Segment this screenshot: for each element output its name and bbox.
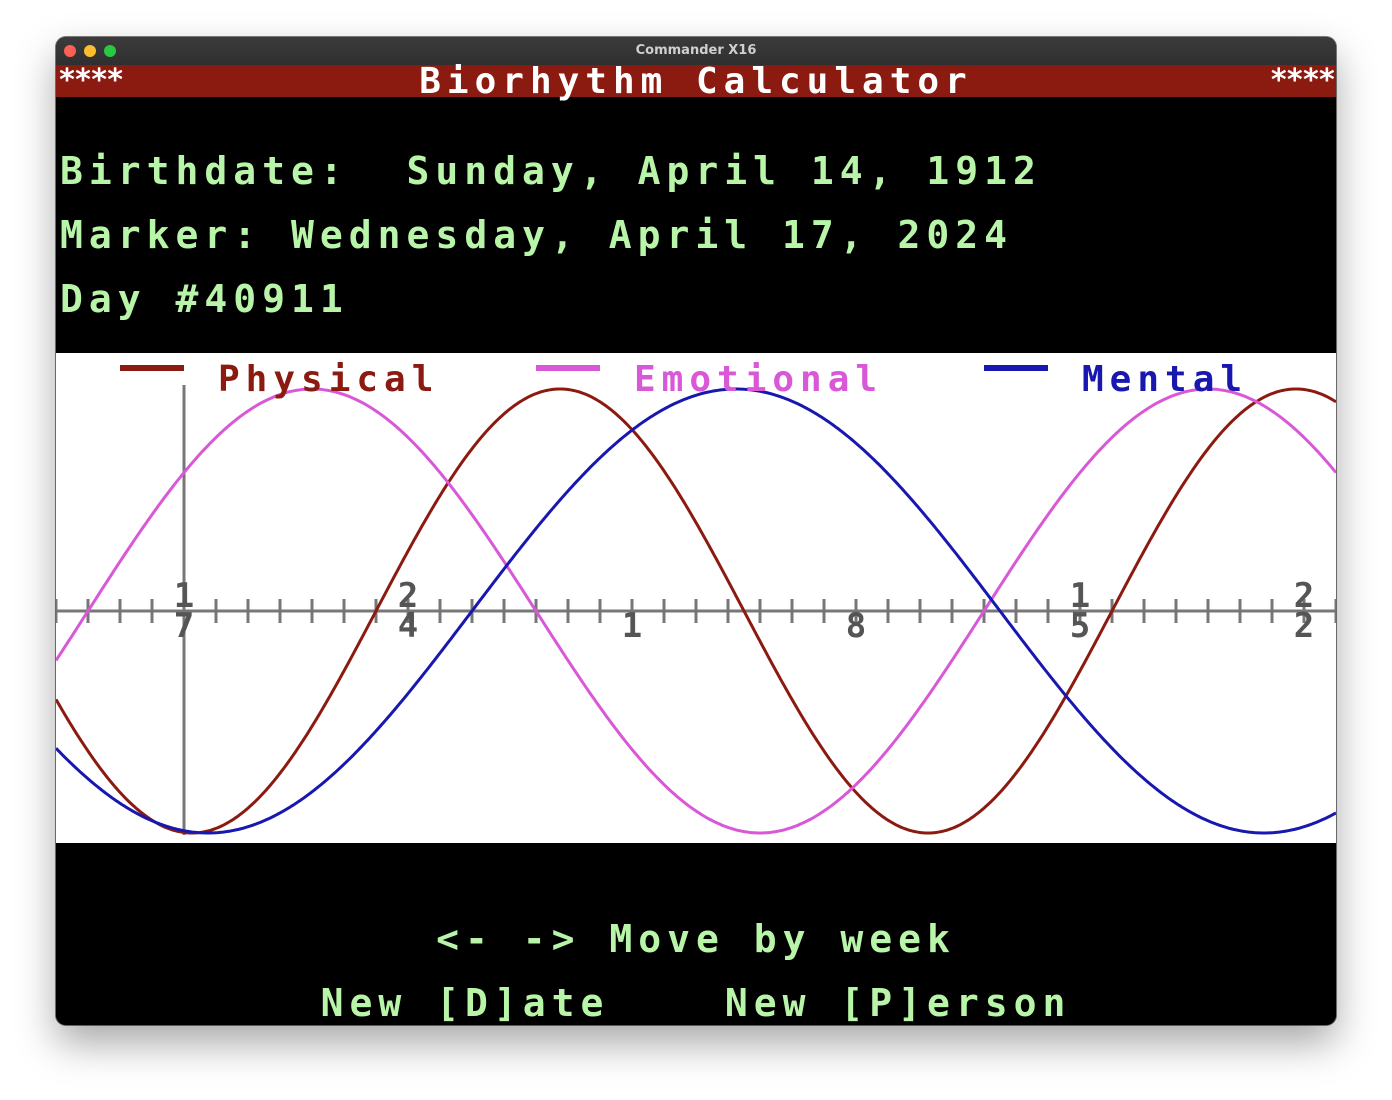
- window-title: Commander X16: [635, 43, 757, 58]
- birthdate-value: Sunday, April 14, 1912: [406, 149, 1042, 193]
- emulator-window: Commander X16 **** Biorhythm Calculator …: [56, 37, 1336, 1025]
- tick-label-top: 1: [174, 576, 194, 616]
- curve-emotional: [56, 387, 1336, 835]
- curve-mental: [56, 387, 1336, 835]
- menu-options: New [D]ate New [P]erson: [56, 981, 1336, 1025]
- tick-label-bottom: 7: [174, 606, 194, 646]
- title-banner: **** Biorhythm Calculator ****: [56, 61, 1336, 102]
- legend-swatch-physical: [120, 365, 184, 371]
- legend-physical: Physical: [218, 359, 440, 400]
- marker-line: Marker: Wednesday, April 17, 2024: [60, 213, 1013, 257]
- tick-label-bottom: 1: [622, 606, 642, 646]
- minimize-button[interactable]: [84, 45, 96, 57]
- tick-label-bottom: 4: [398, 606, 418, 646]
- legend-swatch-mental: [984, 365, 1048, 371]
- day-label: Day #: [60, 277, 205, 321]
- tick-label-top: 2: [1294, 576, 1314, 616]
- tick-label-top: 1: [1070, 576, 1090, 616]
- zoom-button[interactable]: [104, 45, 116, 57]
- curve-physical: [56, 387, 1336, 835]
- marker-label: Marker:: [60, 213, 263, 257]
- birthdate-label: Birthdate:: [60, 149, 349, 193]
- tick-label-bottom: 8: [846, 606, 866, 646]
- tick-label-top: 2: [398, 576, 418, 616]
- legend-mental: Mental: [1082, 359, 1249, 400]
- emulator-screen[interactable]: **** Biorhythm Calculator **** Birthdate…: [56, 61, 1336, 1025]
- day-number: 40911: [204, 277, 349, 321]
- new-person-option[interactable]: New [P]erson: [724, 981, 1072, 1025]
- legend-emotional: Emotional: [634, 359, 884, 400]
- close-button[interactable]: [64, 45, 76, 57]
- banner-right-decoration: ****: [1269, 63, 1336, 98]
- marker-value: Wednesday, April 17, 2024: [291, 213, 1013, 257]
- new-date-option[interactable]: New [D]ate: [320, 981, 610, 1025]
- banner-left-decoration: ****: [58, 63, 124, 98]
- birthdate-line: Birthdate: Sunday, April 14, 1912: [60, 149, 1042, 193]
- tick-label-bottom: 2: [1294, 606, 1314, 646]
- day-line: Day #40911: [60, 277, 349, 321]
- app-title: Biorhythm Calculator: [419, 61, 973, 102]
- tick-label-bottom: 5: [1070, 606, 1090, 646]
- nav-hint: <- -> Move by week: [436, 917, 956, 961]
- legend-swatch-emotional: [536, 365, 600, 371]
